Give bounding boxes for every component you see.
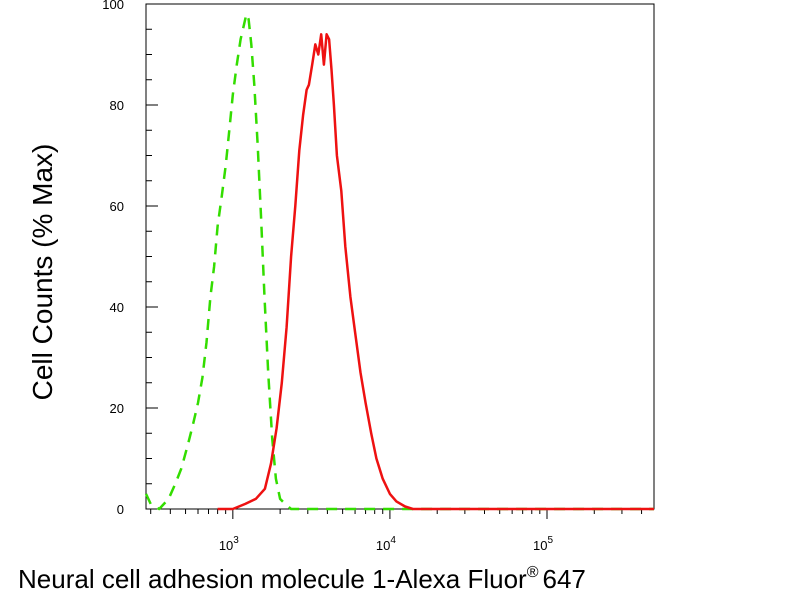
y-axis-label: Cell Counts (% Max)	[27, 144, 58, 401]
y-tick-label: 60	[110, 199, 124, 214]
x-axis-label-main: Neural cell adhesion molecule 1-Alexa Fl…	[18, 564, 527, 594]
series-layer	[144, 12, 654, 511]
x-axis-label-suffix: 647	[543, 564, 586, 594]
y-tick-label: 0	[117, 502, 124, 517]
x-axis-label-registered: ®	[527, 564, 539, 581]
x-tick-label: 105	[533, 535, 553, 553]
series-line-1	[144, 12, 654, 511]
x-tick-label: 103	[219, 535, 239, 553]
x-tick-label: 104	[376, 535, 396, 553]
y-tick-label: 80	[110, 98, 124, 113]
x-axis-ticks: 103 104 105	[150, 509, 643, 553]
y-axis-ticks: 0 20 40 60 80 100	[102, 0, 158, 517]
y-tick-label: 20	[110, 401, 124, 416]
y-tick-label: 100	[102, 0, 124, 12]
plot-frame	[145, 3, 655, 510]
series-line-2	[217, 33, 654, 511]
x-axis-label: Neural cell adhesion molecule 1-Alexa Fl…	[18, 564, 586, 594]
y-tick-label: 40	[110, 300, 124, 315]
